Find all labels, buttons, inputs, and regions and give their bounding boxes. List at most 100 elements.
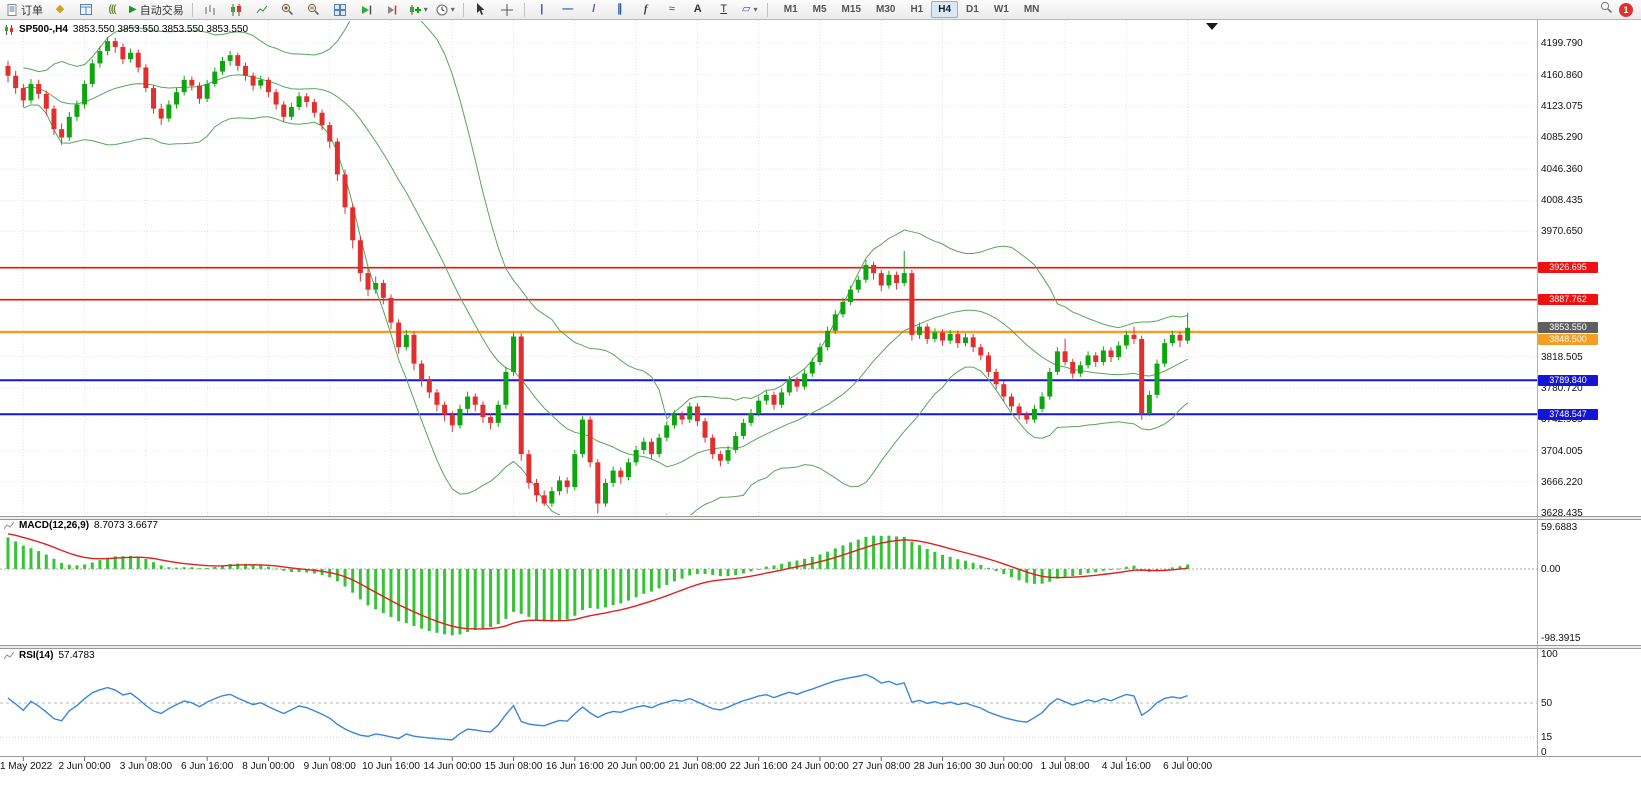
market-watch-icon[interactable] xyxy=(74,1,98,19)
timeframe-button-H4[interactable]: H4 xyxy=(931,1,959,18)
timeframe-button-M15[interactable]: M15 xyxy=(841,4,861,15)
bar-chart-icon[interactable] xyxy=(198,1,222,19)
rsi-axis-label: 100 xyxy=(1541,649,1558,660)
horizontal-line-tool-icon[interactable]: — xyxy=(562,3,574,15)
zoom-out-icon[interactable] xyxy=(302,1,326,19)
play-icon: ▶ xyxy=(129,3,137,15)
time-axis-label: 1 Jul 08:00 xyxy=(1040,761,1090,772)
rsi-axis-label: 50 xyxy=(1541,698,1553,709)
candles-series xyxy=(5,37,1191,514)
timeframe-button-M5[interactable]: M5 xyxy=(812,4,827,15)
price-axis-label: 4085.290 xyxy=(1541,132,1583,144)
notification-badge[interactable]: 1 xyxy=(1619,2,1633,17)
chart-shift-icon[interactable] xyxy=(380,1,404,19)
text-tool-icon[interactable]: A xyxy=(693,3,702,15)
channel-tool-icon[interactable]: ∥ xyxy=(616,3,623,15)
mini-indicator-icon xyxy=(4,521,14,529)
toolbar: 订单 ◆ ((( ▶ 自动交易 ▾ ▾ | — / ∥ f ≈ A T ▱ ▾ M… xyxy=(0,0,1641,20)
chart-shift-marker[interactable] xyxy=(1206,23,1218,30)
price-axis-label: 4160.860 xyxy=(1541,70,1583,82)
signal-icon[interactable]: ((( xyxy=(108,4,117,15)
macd-panel-title: MACD(12,26,9) 8.7073 3.6677 xyxy=(4,520,158,531)
candlestick-chart-icon[interactable] xyxy=(224,1,248,19)
time-axis-label: 2 Jun 00:00 xyxy=(58,761,111,772)
price-badge-3853.550: 3853.550 xyxy=(1538,322,1598,334)
fibonacci-tool-icon[interactable]: f xyxy=(643,3,648,15)
line-chart-icon[interactable] xyxy=(250,1,274,19)
vertical-line-tool-icon[interactable]: | xyxy=(540,3,544,15)
timeframe-button-M30[interactable]: M30 xyxy=(876,4,896,15)
timeframe-toolbar: M1 M5 M15 M30 H1 H4 D1 W1 MN xyxy=(777,1,1047,18)
macd-values: 8.7073 3.6677 xyxy=(94,520,158,531)
timeframe-button-D1[interactable]: D1 xyxy=(966,4,979,15)
time-axis-label: 22 Jun 16:00 xyxy=(729,761,788,772)
shape-icon: ▱ xyxy=(741,3,751,15)
symbol-period-label: SP500-,H4 xyxy=(19,24,68,35)
rsi-axis-label: 15 xyxy=(1541,732,1553,744)
time-axis-label: 3 Jun 08:00 xyxy=(119,761,173,772)
trendline-tool-icon[interactable]: / xyxy=(592,3,596,15)
search-icon[interactable] xyxy=(1600,1,1613,19)
price-badge-3887.762: 3887.762 xyxy=(1538,294,1598,306)
chevron-down-icon: ▾ xyxy=(423,5,428,14)
price-badge-3926.695: 3926.695 xyxy=(1538,262,1598,274)
crosshair-icon[interactable] xyxy=(495,1,519,19)
time-axis-label: 6 Jul 00:00 xyxy=(1163,761,1213,772)
chart-window-title: SP500-,H4 3853.550 3853.550 3853.550 385… xyxy=(4,24,248,35)
time-axis-label: 21 Jun 08:00 xyxy=(668,761,727,772)
new-chart-button[interactable]: ▾ xyxy=(406,1,431,19)
macd-axis-label: -98.3915 xyxy=(1541,633,1581,645)
time-axis-label: 4 Jul 16:00 xyxy=(1101,761,1151,772)
time-axis-label: 31 May 2022 xyxy=(0,761,53,772)
zoom-in-icon[interactable] xyxy=(276,1,300,19)
alerts-icon[interactable]: ◆ xyxy=(55,3,65,15)
tile-windows-icon[interactable] xyxy=(328,1,352,19)
price-axis-label: 3818.505 xyxy=(1541,351,1583,363)
auto-trading-button[interactable]: ▶ 自动交易 xyxy=(126,1,187,19)
waves-tool-icon[interactable]: ≈ xyxy=(668,3,675,15)
rsi-axis-label: 0 xyxy=(1541,747,1547,758)
chevron-down-icon: ▾ xyxy=(450,5,455,14)
timeframe-button-H1[interactable]: H1 xyxy=(910,4,924,15)
chevron-down-icon: ▾ xyxy=(753,5,758,14)
timeframe-button-W1[interactable]: W1 xyxy=(993,4,1009,15)
price-axis-label: 3704.005 xyxy=(1541,445,1583,457)
separator xyxy=(523,2,525,17)
price-axis-label: 4008.435 xyxy=(1541,195,1583,207)
grid-lines xyxy=(0,20,1537,516)
price-axis-label: 3970.650 xyxy=(1541,226,1583,238)
macd-signal-line xyxy=(7,533,1188,630)
price-axis-label: 3628.435 xyxy=(1541,508,1583,519)
horizontal-level-lines[interactable] xyxy=(0,266,1537,416)
separator xyxy=(191,2,193,17)
price-axis-label: 4123.075 xyxy=(1541,101,1583,113)
period-clock-button[interactable]: ▾ xyxy=(433,1,458,19)
macd-label: MACD(12,26,9) xyxy=(19,520,90,531)
time-axis-label: 9 Jun 08:00 xyxy=(303,761,356,772)
price-axis-label: 3780.720 xyxy=(1541,382,1583,394)
timeframe-button-M1[interactable]: M1 xyxy=(783,4,798,15)
timeframe-button-MN[interactable]: MN xyxy=(1023,4,1040,15)
mini-indicator-icon xyxy=(4,651,14,659)
time-axis-label: 8 Jun 00:00 xyxy=(242,761,295,772)
rsi-label: RSI(14) xyxy=(19,650,54,661)
shapes-tool-button[interactable]: ▱ ▾ xyxy=(738,1,762,19)
new-order-button[interactable]: 订单 xyxy=(4,1,46,19)
separator xyxy=(766,2,768,17)
auto-scroll-icon[interactable] xyxy=(354,1,378,19)
mini-chart-icon xyxy=(5,24,13,35)
cursor-icon[interactable] xyxy=(469,1,493,19)
time-axis-label: 24 Jun 00:00 xyxy=(791,761,849,772)
price-axis-label: 3666.220 xyxy=(1541,476,1583,488)
label-tool-icon[interactable]: T xyxy=(720,3,728,15)
new-order-label: 订单 xyxy=(21,4,43,17)
macd-histogram xyxy=(6,535,1190,636)
price-axis-label: 4199.790 xyxy=(1541,38,1583,49)
auto-trading-label: 自动交易 xyxy=(139,4,184,17)
price-badge-3789.840: 3789.840 xyxy=(1538,374,1598,386)
rsi-line xyxy=(7,673,1188,741)
rsi-value: 57.4783 xyxy=(58,650,95,661)
price-badge-3848.500: 3848.500 xyxy=(1538,333,1598,345)
time-axis-label: 10 Jun 16:00 xyxy=(362,761,420,772)
